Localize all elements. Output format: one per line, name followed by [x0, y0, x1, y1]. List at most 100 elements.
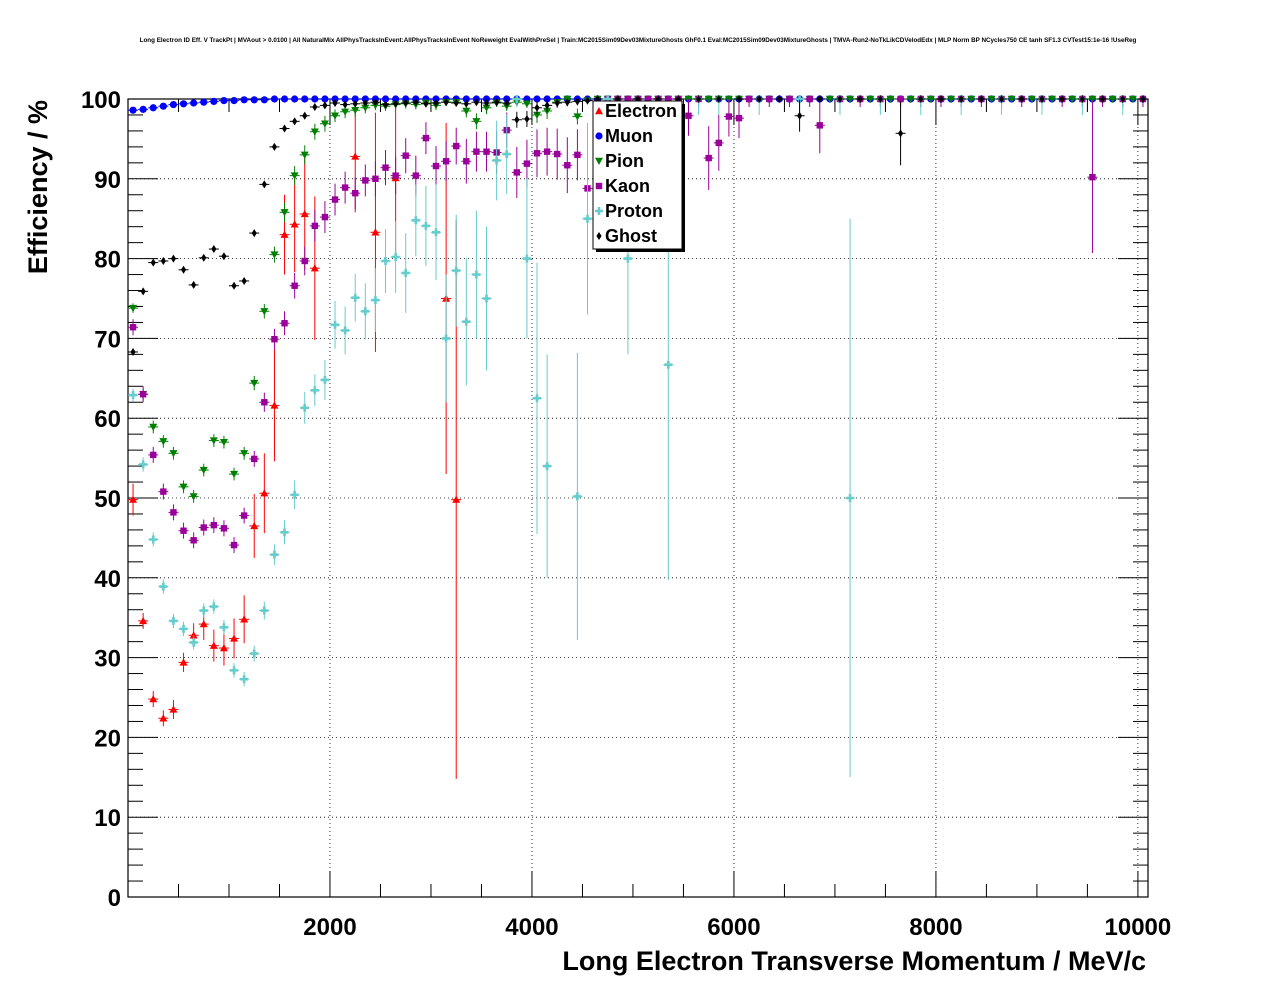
ghost-point: [1120, 95, 1126, 103]
ghost-point: [998, 95, 1005, 103]
y-axis-title: Efficiency / %: [23, 100, 53, 274]
kaon-point: [352, 189, 359, 197]
ghost-point: [201, 253, 207, 262]
pion-point: [926, 95, 935, 103]
ghost-point: [191, 280, 197, 289]
pion-point: [361, 104, 370, 112]
proton-point: [502, 150, 511, 159]
kaon-point: [735, 114, 743, 122]
proton-point: [219, 623, 228, 632]
pion-point: [987, 95, 996, 103]
kaon-point: [463, 158, 470, 165]
ghost-point: [251, 229, 257, 238]
electron-point: [179, 658, 188, 666]
electron-point: [230, 634, 239, 642]
ghost-point: [180, 265, 187, 274]
proton-point: [371, 296, 380, 305]
ghost-point: [1099, 95, 1106, 103]
muon-point: [200, 98, 208, 106]
muon-point: [381, 95, 390, 103]
proton-point: [179, 624, 188, 633]
kaon-point: [190, 537, 197, 544]
proton-point: [522, 254, 531, 263]
ghost-point: [413, 98, 419, 107]
ghost-point: [261, 180, 267, 189]
pion-point: [1007, 95, 1016, 103]
proton-point: [189, 638, 198, 647]
pion-point: [1088, 95, 1097, 103]
kaon-point: [473, 148, 480, 155]
y-tick-label: 80: [94, 247, 121, 274]
pion-point: [462, 107, 471, 115]
proton-point: [462, 317, 471, 326]
kaon-point: [483, 148, 490, 155]
muon-point: [240, 96, 248, 104]
electron-point: [371, 228, 380, 236]
ghost-point: [564, 98, 570, 107]
proton-point: [260, 606, 269, 615]
pion-point: [310, 128, 319, 136]
proton-point: [492, 156, 501, 165]
ghost-point: [322, 101, 328, 110]
kaon-point: [139, 391, 147, 398]
proton-point: [401, 268, 410, 277]
kaon-point: [382, 164, 389, 171]
proton-point: [452, 266, 461, 275]
ghost-point: [292, 117, 298, 126]
proton-point: [623, 254, 632, 263]
ghost-point: [332, 98, 338, 107]
pion-point: [866, 95, 875, 103]
muon-point: [260, 96, 268, 104]
ghost-point: [281, 124, 288, 133]
legend-label-proton: Proton: [605, 201, 663, 221]
proton-point: [320, 375, 329, 384]
ghost-point: [352, 99, 358, 108]
x-tick-label: 8000: [909, 914, 962, 941]
ghost-point: [544, 101, 550, 110]
ghost-point: [362, 98, 368, 107]
proton-point: [391, 253, 400, 262]
ghost-point: [443, 98, 449, 107]
kaon-point: [816, 122, 823, 129]
ghost-point: [423, 99, 429, 108]
kaon-point: [533, 150, 541, 157]
proton-point: [432, 228, 441, 237]
ghost-point: [554, 98, 560, 107]
pion-point: [846, 95, 855, 103]
ghost-point: [211, 245, 217, 254]
proton-point: [240, 675, 249, 684]
proton-point: [512, 95, 521, 103]
muon-point: [462, 95, 470, 103]
pion-point: [341, 108, 350, 116]
pion-point: [199, 466, 208, 475]
proton-point: [411, 216, 420, 225]
pion-point: [219, 438, 228, 447]
kaon-point: [624, 95, 632, 103]
legend-marker-pion: [595, 157, 603, 165]
ghost-point: [504, 98, 510, 107]
pion-point: [351, 106, 360, 115]
kaon-point: [341, 184, 349, 191]
electron-point: [209, 641, 218, 649]
muon-point: [169, 100, 178, 109]
proton-point: [351, 293, 360, 302]
muon-point: [190, 99, 198, 107]
ghost-point: [453, 98, 459, 107]
kaon-point: [745, 95, 753, 103]
muon-point: [392, 95, 400, 103]
y-tick-label: 40: [94, 566, 121, 593]
proton-point: [310, 386, 319, 395]
electron-point: [310, 264, 319, 272]
pion-point: [886, 95, 895, 103]
kaon-point: [685, 112, 692, 119]
ghost-point: [1059, 95, 1065, 103]
electron-point: [280, 230, 289, 238]
x-tick-label: 4000: [505, 914, 558, 941]
proton-point: [139, 460, 148, 469]
ghost-point: [140, 287, 146, 296]
ghost-point: [736, 95, 742, 103]
axes: 2000 4000 6000 8000 10000 0 10 20 30 40 50 60 70 80 90…: [81, 87, 1171, 941]
kaon-point: [554, 150, 561, 158]
proton-point: [169, 616, 178, 625]
